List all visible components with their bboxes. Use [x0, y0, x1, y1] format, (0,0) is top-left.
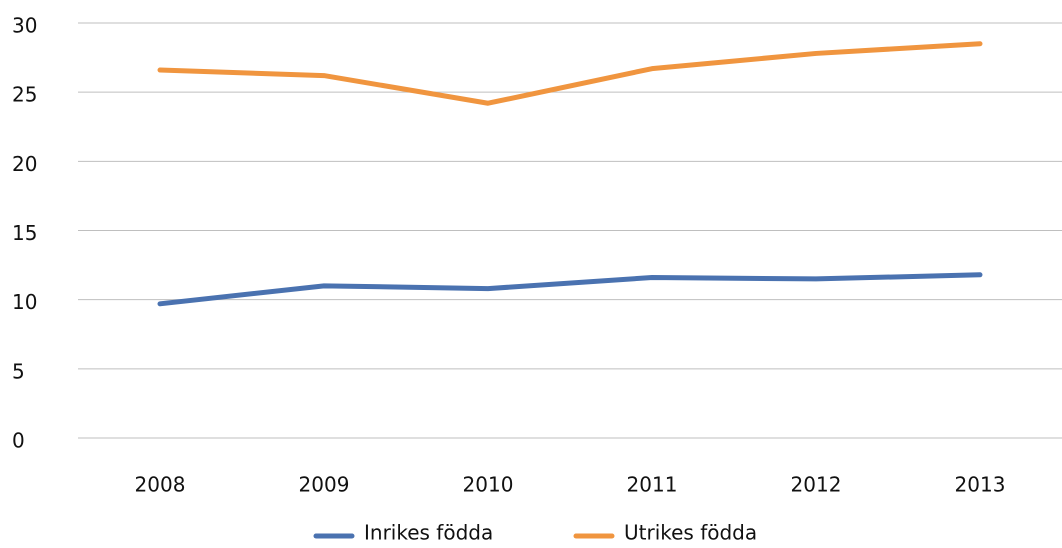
- x-tick-label: 2010: [463, 473, 514, 497]
- y-tick-label: 10: [12, 290, 37, 314]
- legend-label: Utrikes födda: [624, 521, 757, 545]
- series-line: [157, 41, 983, 106]
- x-tick-label: 2013: [955, 473, 1006, 497]
- x-tick-label: 2009: [299, 473, 350, 497]
- x-tick-label: 2008: [135, 473, 186, 497]
- x-tick-label: 2012: [791, 473, 842, 497]
- y-tick-label: 20: [12, 152, 37, 176]
- y-tick-label: 0: [12, 429, 25, 453]
- y-tick-label: 30: [12, 14, 37, 38]
- series-line: [157, 272, 983, 307]
- x-tick-label: 2011: [627, 473, 678, 497]
- y-tick-label: 5: [12, 359, 25, 383]
- y-tick-label: 25: [12, 83, 37, 107]
- legend-label: Inrikes födda: [364, 521, 493, 545]
- y-tick-label: 15: [12, 221, 37, 245]
